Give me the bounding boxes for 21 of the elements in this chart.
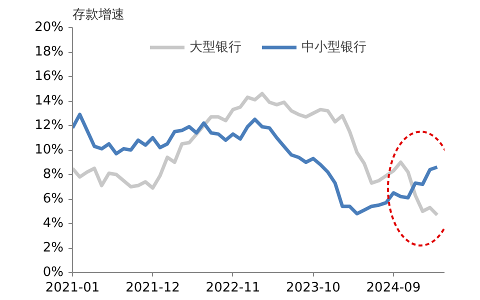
legend-label: 大型银行 bbox=[190, 39, 242, 56]
y-tick-label: 6% bbox=[42, 192, 64, 206]
y-tick-label: 20% bbox=[34, 20, 64, 35]
x-tick-label: 2024-09 bbox=[366, 280, 421, 296]
x-tick-label: 2022-11 bbox=[206, 280, 260, 296]
line-series bbox=[72, 112, 439, 216]
y-tick-label: 2% bbox=[42, 240, 64, 256]
legend-label: 中小型银行 bbox=[302, 39, 366, 56]
y-tick-label: 14% bbox=[34, 94, 64, 108]
chart-title: 存款增速 bbox=[72, 8, 124, 22]
y-tick-label: 18% bbox=[34, 44, 64, 60]
y-tick-label: 4% bbox=[42, 216, 64, 231]
y-tick-label: 16% bbox=[34, 69, 64, 84]
y-tick-label: 8% bbox=[42, 167, 64, 182]
y-tick-label: 12% bbox=[34, 118, 64, 133]
x-tick-label: 2021-12 bbox=[126, 280, 180, 296]
line-series bbox=[72, 92, 439, 217]
y-tick-label: 10% bbox=[34, 142, 64, 158]
x-tick-label: 2023-10 bbox=[286, 280, 340, 296]
y-tick-label: 0% bbox=[42, 265, 64, 280]
x-tick-label: 2021-01 bbox=[45, 280, 100, 296]
